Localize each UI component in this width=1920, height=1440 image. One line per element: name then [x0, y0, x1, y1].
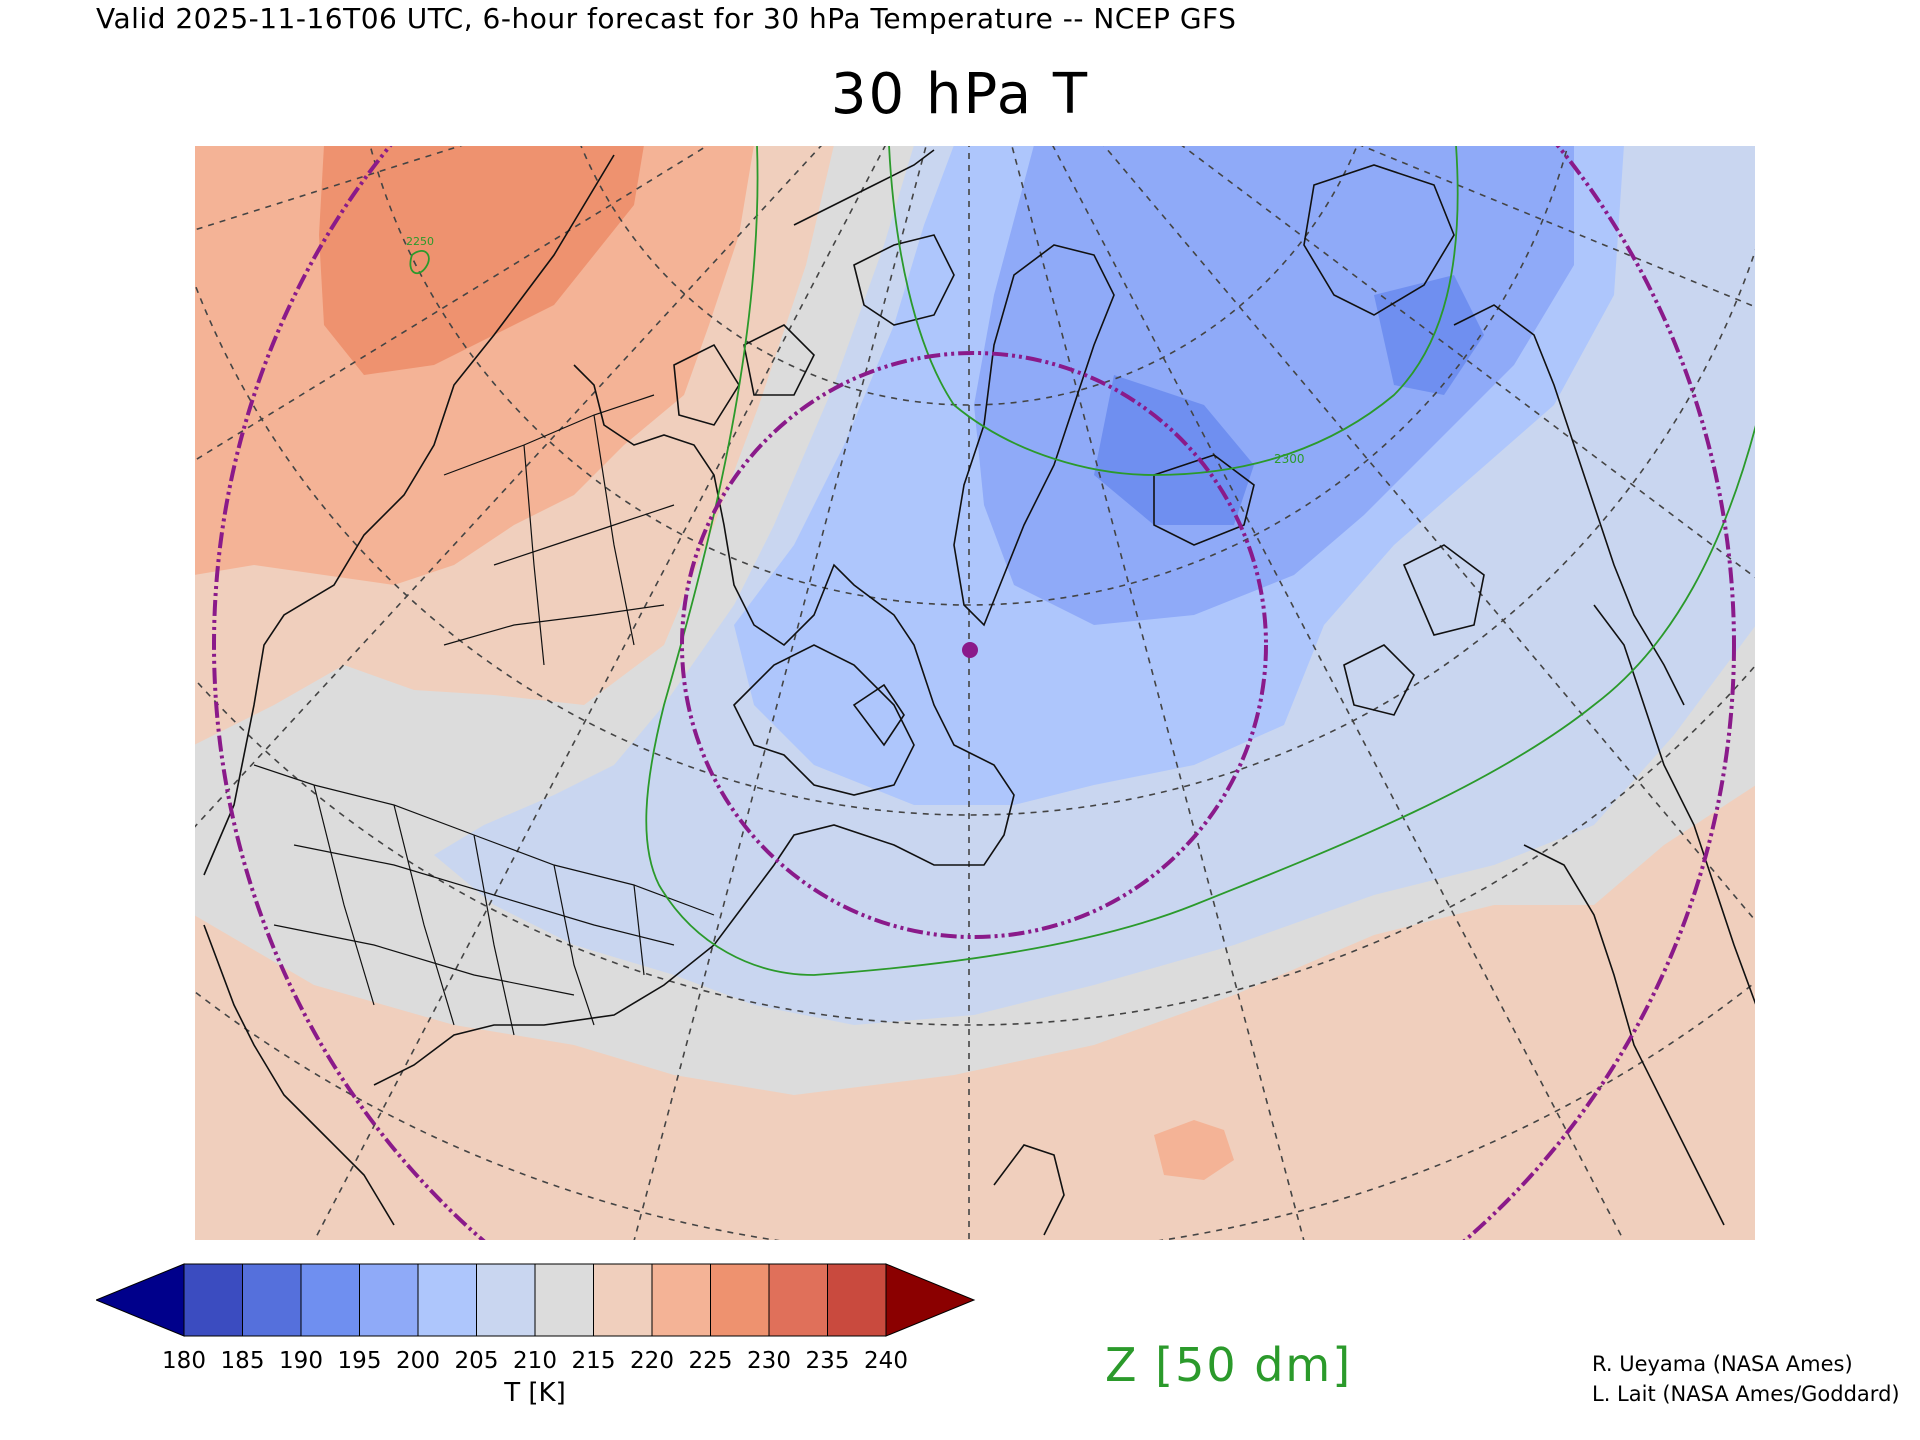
colorbar-tick-label: 200	[396, 1348, 440, 1374]
colorbar-box	[359, 1263, 419, 1337]
colorbar-arrow-high	[885, 1263, 976, 1337]
reference-circles	[212, 145, 1736, 1241]
temperature-map: 2300 2250	[194, 145, 1756, 1241]
cold-region-core-2	[1374, 275, 1484, 395]
colorbar-tick-label: 220	[630, 1348, 674, 1374]
colorbar-tick-label: 195	[337, 1348, 382, 1374]
graticule-latitude	[194, 145, 1756, 1241]
contour-label: 2250	[406, 235, 434, 248]
colorbar-tick-label: 230	[747, 1348, 791, 1374]
colorbar	[96, 1263, 976, 1337]
contour-label: 2300	[1274, 452, 1305, 466]
colorbar-box	[651, 1263, 711, 1337]
colorbar-box	[242, 1263, 302, 1337]
colorbar-box	[183, 1263, 243, 1337]
credit-line-1: R. Ueyama (NASA Ames)	[1592, 1352, 1853, 1376]
credit-line-2: L. Lait (NASA Ames/Goddard)	[1592, 1382, 1900, 1406]
warm-region-northwest-core	[319, 145, 644, 375]
valid-time-header: Valid 2025-11-16T06 UTC, 6-hour forecast…	[96, 2, 1237, 35]
colorbar-tick-labels: 180 185 190 195 200 205 210 215 220 225 230 235 240	[0, 1348, 1920, 1388]
cold-region-core	[1094, 375, 1254, 525]
colorbar-arrow-low	[96, 1263, 185, 1337]
height-contours	[409, 145, 1756, 976]
colorbar-box	[476, 1263, 536, 1337]
colorbar-box	[534, 1263, 594, 1337]
station-marker	[962, 642, 978, 658]
colorbar-tick-label: 235	[805, 1348, 850, 1374]
colorbar-tick-label: 240	[864, 1348, 908, 1374]
colorbar-box	[710, 1263, 770, 1337]
map-title: 30 hPa T	[830, 62, 1090, 127]
political-borders	[253, 394, 715, 1036]
colorbar-box	[417, 1263, 477, 1337]
colorbar-box	[768, 1263, 828, 1337]
cold-region	[974, 145, 1574, 625]
colorbar-units: T [K]	[504, 1378, 566, 1408]
colorbar-tick-label: 190	[279, 1348, 323, 1374]
colorbar-tick-label: 215	[571, 1348, 616, 1374]
coastlines	[203, 149, 1756, 1236]
graticule-meridians	[194, 145, 1756, 1241]
colorbar-tick-label: 185	[220, 1348, 265, 1374]
colorbar-tick-label: 180	[162, 1348, 206, 1374]
contour-legend: Z [50 dm]	[1105, 1338, 1353, 1392]
colorbar-box	[300, 1263, 360, 1337]
colorbar-box	[827, 1263, 887, 1337]
colorbar-tick-label: 210	[513, 1348, 557, 1374]
colorbar-tick-label: 225	[688, 1348, 733, 1374]
warm-region-south	[194, 785, 1756, 1241]
colorbar-tick-label: 205	[454, 1348, 499, 1374]
colorbar-box	[593, 1263, 653, 1337]
warm-spot-atlantic	[1154, 1120, 1234, 1180]
